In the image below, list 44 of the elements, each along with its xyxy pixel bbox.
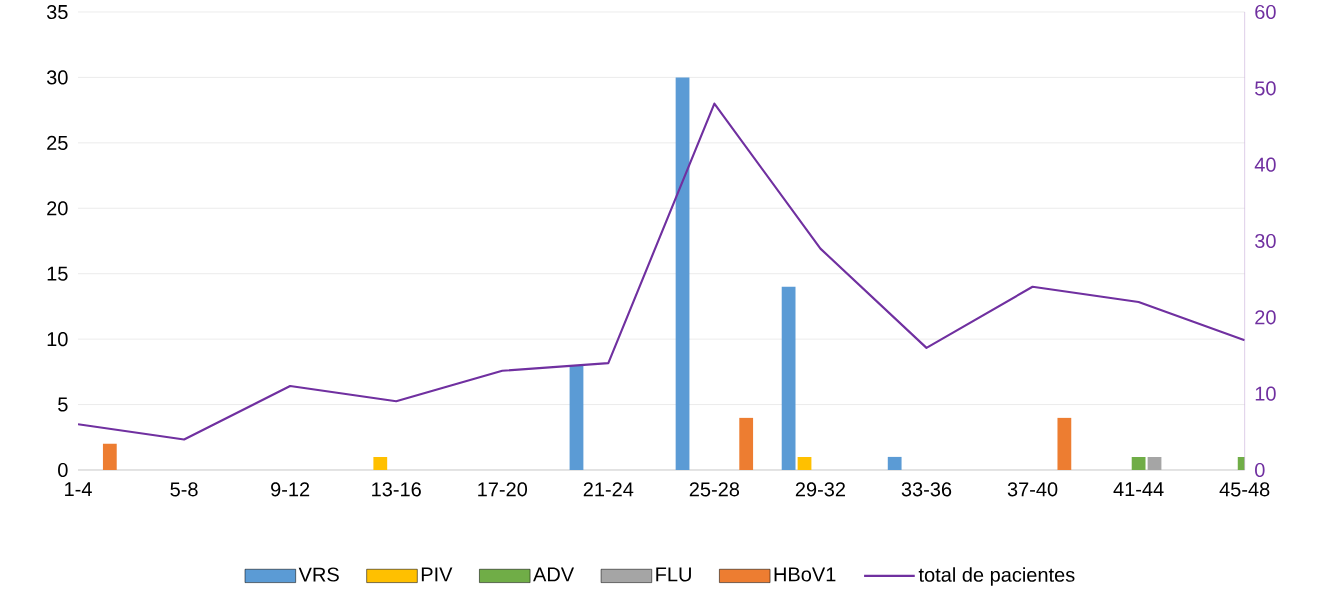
x-tick-label: 41-44 <box>1113 482 1164 497</box>
y2-tick-label: 30 <box>1255 233 1276 249</box>
y-tick-label: 20 <box>47 201 68 216</box>
y-tick-label: 5 <box>58 397 68 412</box>
x-tick-label: 1-4 <box>65 482 92 497</box>
y-tick-label: 15 <box>47 266 68 281</box>
x-tick-label: 13-16 <box>372 482 421 497</box>
x-tick-label: 33-36 <box>901 482 952 497</box>
bar <box>569 365 584 470</box>
legend-label: FLU <box>656 567 691 582</box>
bar <box>675 77 690 470</box>
bar <box>373 456 388 470</box>
bar <box>1147 456 1162 470</box>
bar <box>797 456 812 470</box>
x-tick-label: 29-32 <box>795 482 845 497</box>
y2-tick-label: 10 <box>1255 386 1276 401</box>
y2-tick-label: 0 <box>1255 462 1265 478</box>
x-tick-label: 45-48 <box>1219 482 1270 497</box>
legend-label: VRS <box>298 567 339 582</box>
y2-tick-label: 60 <box>1255 4 1276 20</box>
bar <box>1057 417 1072 470</box>
y2-tick-label: 50 <box>1255 81 1276 96</box>
bar <box>739 417 754 470</box>
legend-label: ADV <box>533 567 575 582</box>
x-tick-label: 21-24 <box>583 482 634 497</box>
bar <box>887 456 902 470</box>
y-tick-label: 25 <box>47 135 68 150</box>
y-tick-label: 10 <box>47 332 68 347</box>
y2-tick-label: 40 <box>1254 157 1276 172</box>
legend-label: HBoV1 <box>774 567 836 582</box>
x-tick-label: 9-12 <box>271 482 310 497</box>
x-tick-label: 25-28 <box>689 482 740 497</box>
y-tick-label: 0 <box>58 462 68 478</box>
legend-label: total de pacientes <box>918 567 1075 586</box>
legend-label: PIV <box>421 567 453 582</box>
x-tick-label: 37-40 <box>1007 482 1058 497</box>
x-tick-label: 17-20 <box>478 482 528 497</box>
y2-tick-label: 20 <box>1255 310 1276 325</box>
x-tick-label: 5-8 <box>170 482 198 497</box>
bar <box>102 443 117 470</box>
line-series <box>78 102 1245 441</box>
y-tick-label: 30 <box>46 70 68 85</box>
y-tick-label: 35 <box>46 4 68 20</box>
bar <box>781 286 796 470</box>
